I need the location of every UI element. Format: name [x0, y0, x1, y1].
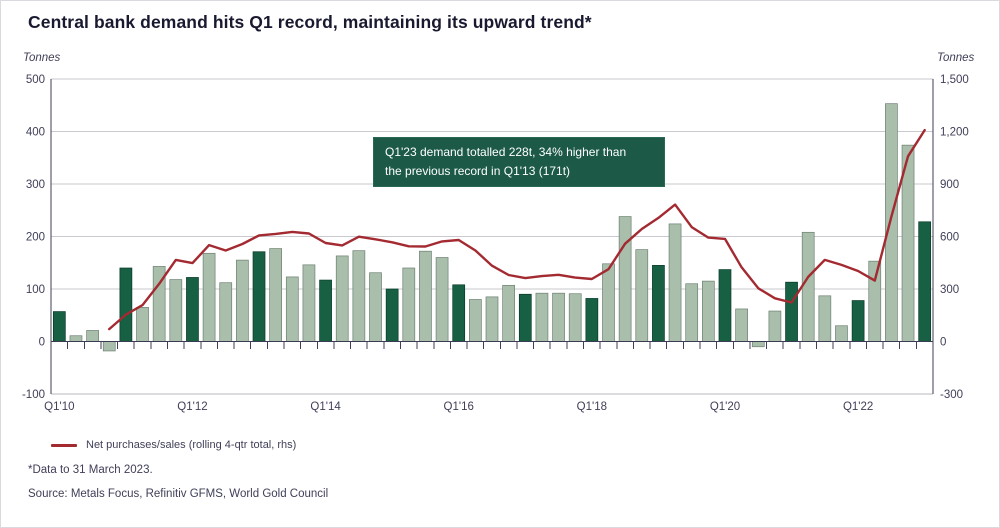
bar-Q1'13 — [252, 251, 266, 342]
footnote: *Data to 31 March 2023. — [28, 464, 153, 476]
right-axis-tick-1200: 1,200 — [940, 127, 969, 139]
bar-Q1'14 — [319, 279, 332, 342]
bar-Q4'19 — [701, 280, 715, 342]
right-axis-tick--300: -300 — [940, 389, 963, 401]
bar-Q1'23 — [918, 221, 932, 342]
right-axis-title: Tonnes — [937, 52, 975, 64]
right-axis-tick-0: 0 — [940, 337, 946, 349]
bar-Q2'12 — [202, 252, 216, 342]
left-axis-tick-500: 500 — [26, 74, 45, 86]
source-line: Source: Metals Focus, Refinitiv GFMS, Wo… — [28, 488, 329, 500]
bar-Q3'17 — [552, 292, 565, 342]
left-axis-title: Tonnes — [23, 52, 61, 64]
bar-Q1'15 — [385, 288, 399, 342]
bar-Q3'19 — [685, 283, 699, 342]
left-axis-tick-0: 0 — [39, 337, 45, 349]
bar-Q2'15 — [402, 267, 416, 342]
bar-Q1'19 — [652, 265, 665, 342]
bar-series — [52, 103, 932, 352]
x-axis-label-Q1'20: Q1'20 — [710, 401, 740, 413]
bar-Q3'20 — [751, 341, 765, 348]
right-axis-tick-1500: 1,500 — [940, 74, 969, 86]
x-axis-label-Q1'16: Q1'16 — [444, 401, 474, 413]
left-axis-tick-400: 400 — [26, 127, 45, 139]
bar-Q4'11 — [169, 279, 183, 342]
bar-Q4'21 — [835, 325, 848, 342]
bar-Q3'12 — [219, 282, 233, 342]
bar-Q4'10 — [102, 341, 116, 352]
x-axis-label-Q1'18: Q1'18 — [577, 401, 607, 413]
bar-Q3'16 — [485, 296, 499, 342]
left-axis-tick-300: 300 — [26, 179, 45, 191]
bar-Q3'18 — [618, 216, 632, 342]
annotation-line-1: Q1'23 demand totalled 228t, 34% higher t… — [385, 145, 627, 159]
x-axis-label-Q1'10: Q1'10 — [44, 401, 74, 413]
bar-Q4'12 — [236, 259, 249, 342]
bar-Q1'22 — [851, 300, 865, 342]
bar-Q3'15 — [419, 250, 432, 342]
left-axis-tick--100: -100 — [22, 389, 45, 401]
bar-Q3'14 — [352, 250, 366, 342]
x-axis-label-Q1'22: Q1'22 — [843, 401, 873, 413]
rolling-total-line — [107, 128, 926, 331]
bar-Q2'10 — [69, 335, 83, 342]
bar-Q1'18 — [585, 298, 599, 342]
bar-Q3'13 — [285, 276, 299, 342]
legend: Net purchases/sales (rolling 4-qtr total… — [51, 439, 296, 451]
bar-Q4'14 — [369, 272, 382, 342]
bar-Q4'15 — [435, 257, 449, 342]
legend-line-swatch — [51, 443, 77, 447]
left-axis-tick-100: 100 — [26, 284, 45, 296]
x-axis-label-Q1'14: Q1'14 — [310, 401, 341, 413]
bar-Q2'11 — [136, 307, 149, 342]
bar-Q2'17 — [535, 292, 549, 342]
bar-Q1'21 — [785, 281, 798, 342]
right-axis-tick-900: 900 — [940, 179, 959, 191]
bar-Q1'10 — [52, 311, 66, 342]
right-axis-tick-600: 600 — [940, 232, 959, 244]
bar-Q4'16 — [502, 284, 515, 342]
bar-Q2'13 — [269, 248, 283, 342]
annotation-callout: Q1'23 demand totalled 228t, 34% higher t… — [373, 137, 665, 188]
bar-Q3'21 — [818, 295, 832, 342]
x-axis-label-Q1'12: Q1'12 — [177, 401, 207, 413]
axis-labels: 500 400 300 200 100 0 -100 1,500 1,200 900 600 300 0… — [22, 52, 975, 413]
bar-Q2'14 — [335, 255, 349, 342]
legend-label: Net purchases/sales (rolling 4-qtr total… — [86, 439, 297, 451]
bar-Q1'20 — [718, 269, 732, 342]
bar-Q3'22 — [885, 103, 898, 342]
bar-Q2'21 — [801, 231, 815, 342]
bar-Q1'12 — [186, 277, 199, 342]
chart-title: Central bank demand hits Q1 record, main… — [28, 12, 592, 32]
bar-Q1'11 — [119, 267, 133, 342]
right-axis-tick-300: 300 — [940, 284, 959, 296]
bar-Q1'17 — [518, 293, 532, 342]
axes — [50, 78, 934, 395]
annotation-line-2: the previous record in Q1'13 (171t) — [385, 163, 571, 178]
bar-Q4'13 — [302, 264, 316, 342]
left-axis-tick-200: 200 — [26, 232, 45, 244]
bar-Q4'17 — [568, 293, 582, 342]
bar-Q4'20 — [768, 310, 782, 342]
bar-Q1'16 — [452, 284, 466, 342]
bar-Q2'19 — [668, 223, 682, 342]
bar-Q2'20 — [735, 308, 748, 342]
bar-Q2'16 — [469, 299, 482, 342]
bar-Q4'18 — [635, 249, 649, 342]
bar-Q3'10 — [86, 330, 99, 342]
bar-Q2'18 — [602, 263, 615, 342]
bar-Q2'22 — [868, 260, 882, 342]
gridlines — [51, 78, 933, 395]
